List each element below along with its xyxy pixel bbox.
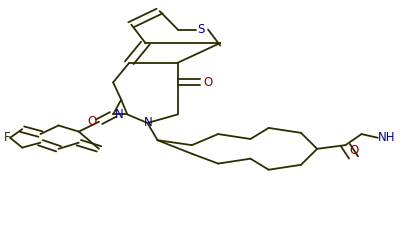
Text: S: S [198,23,205,36]
Text: O: O [349,144,358,157]
Text: N: N [143,117,152,129]
Text: NH: NH [378,131,395,144]
Text: N: N [115,108,124,121]
Text: F: F [4,131,10,144]
Text: O: O [88,115,97,128]
Text: O: O [203,76,213,89]
